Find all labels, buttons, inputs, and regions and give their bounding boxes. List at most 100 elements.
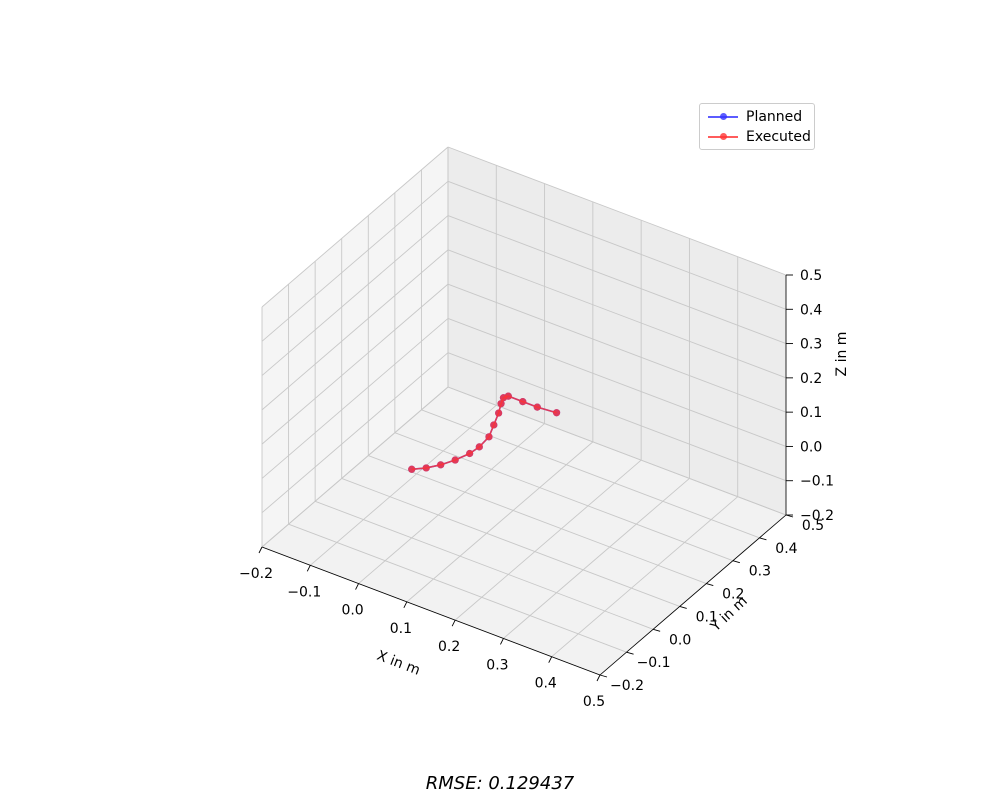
series-point-executed — [519, 398, 527, 406]
legend-swatch-executed — [708, 127, 738, 147]
series-point-executed — [552, 409, 561, 417]
left-pane — [262, 147, 448, 547]
y-tick-label: 0.0 — [669, 632, 691, 648]
grid-line-x — [454, 459, 642, 621]
series-executed — [408, 392, 561, 473]
grid-line-z — [447, 215, 787, 344]
z-axis-label: Z in m — [834, 332, 850, 377]
x-tick-label: 0.0 — [341, 603, 363, 619]
grid-line-y — [394, 432, 734, 562]
x-tick-mark — [403, 601, 408, 609]
series-point-executed — [408, 465, 416, 473]
grid-line-y — [447, 386, 787, 516]
x-tick-label: 0.4 — [535, 676, 557, 692]
x-tick-mark — [451, 619, 456, 627]
grid-line-y — [288, 523, 627, 653]
z-tick-label: 0.5 — [800, 268, 822, 284]
x-tick-mark — [306, 565, 311, 572]
y-tick-mark — [626, 651, 634, 655]
y-tick-label: 0.3 — [749, 564, 771, 580]
rmse-caption: RMSE: 0.129437 — [425, 773, 575, 794]
series-point-executed — [451, 456, 459, 464]
grid-line-x — [551, 496, 739, 658]
y-tick-mark — [679, 605, 687, 609]
z-tick-label: 0.1 — [800, 405, 822, 421]
x-tick-mark — [500, 638, 504, 645]
y-tick-mark — [706, 583, 714, 587]
y-tick-mark — [599, 674, 608, 678]
x-tick-label: 0.1 — [390, 621, 412, 637]
y-tick-mark — [759, 537, 767, 541]
x-tick-label: 0.2 — [438, 639, 460, 655]
series-point-executed — [533, 403, 541, 411]
z-tick-label: 0.0 — [800, 439, 822, 455]
x-tick-label: −0.2 — [239, 566, 273, 582]
grid-line-x — [406, 441, 594, 603]
axis-lines — [261, 275, 787, 676]
x-tick-label: −0.1 — [287, 584, 321, 600]
grid-line-z — [447, 352, 787, 482]
legend-label-executed: Executed — [746, 129, 811, 145]
x-tick-mark — [355, 583, 359, 590]
series-point-executed — [437, 461, 445, 469]
z-tick-label: −0.1 — [800, 474, 834, 490]
floor-pane — [262, 387, 786, 675]
series-point-executed — [475, 443, 483, 451]
y-tick-mark — [653, 628, 661, 632]
back-pane — [448, 147, 786, 515]
x-tick-mark — [548, 656, 553, 663]
y-tick-label: −0.1 — [637, 655, 671, 671]
legend: Planned Executed — [699, 103, 815, 150]
grid-line-z — [261, 249, 449, 411]
legend-item-planned: Planned — [708, 107, 802, 127]
legend-label-planned: Planned — [746, 109, 803, 125]
grid-line-y — [314, 500, 654, 630]
grid-line-x — [503, 478, 690, 639]
series-point-executed — [485, 433, 493, 441]
x-tick-label: 0.5 — [583, 694, 605, 710]
grid-line-z — [447, 146, 787, 276]
series-point-executed — [466, 449, 474, 458]
x-tick-label: 0.3 — [486, 657, 508, 673]
grid-line-y — [341, 478, 680, 607]
tick-labels: −0.2−0.2−0.2−0.1−0.1−0.10.00.00.00.10.10… — [239, 268, 834, 710]
z-tick-label: 0.4 — [800, 302, 822, 318]
grid-line-y — [368, 455, 707, 584]
x-axis-label: X in m — [375, 648, 423, 679]
z-tick-label: 0.3 — [800, 337, 822, 353]
series-point-executed — [422, 464, 430, 472]
x-tick-mark — [596, 674, 601, 682]
series-point-executed — [495, 409, 503, 417]
x-tick-mark — [258, 546, 263, 554]
y-tick-label: 0.5 — [802, 518, 824, 534]
y-tick-label: 0.1 — [696, 609, 718, 625]
grid-line-z — [261, 215, 449, 376]
grid-line-z — [447, 283, 787, 413]
grid-line-z — [261, 318, 449, 479]
grid-line-z — [447, 249, 787, 379]
z-tick-label: 0.2 — [800, 371, 822, 387]
series-layer — [408, 392, 561, 473]
grid-line-x — [309, 404, 497, 566]
tick-marks — [258, 274, 794, 682]
axis-panes — [262, 147, 786, 675]
grid-line-z — [261, 146, 449, 308]
y-axis-line — [599, 514, 787, 676]
grid-line-z — [261, 352, 449, 514]
grid-line-z — [261, 386, 449, 548]
series-point-executed — [497, 400, 505, 408]
grid-line-z — [447, 318, 787, 447]
grid-line-z — [261, 283, 449, 445]
legend-item-executed: Executed — [708, 127, 811, 147]
series-point-executed — [504, 392, 512, 400]
grid-line-y — [421, 409, 760, 539]
grid-line-z — [447, 180, 787, 310]
legend-swatch-planned — [708, 107, 738, 127]
x-axis-line — [261, 546, 601, 676]
y-tick-label: 0.2 — [722, 587, 744, 603]
z-tick-label: −0.2 — [800, 508, 834, 524]
y-tick-label: −0.2 — [610, 678, 644, 694]
y-tick-mark — [785, 514, 794, 518]
grid-line-z — [261, 180, 449, 342]
